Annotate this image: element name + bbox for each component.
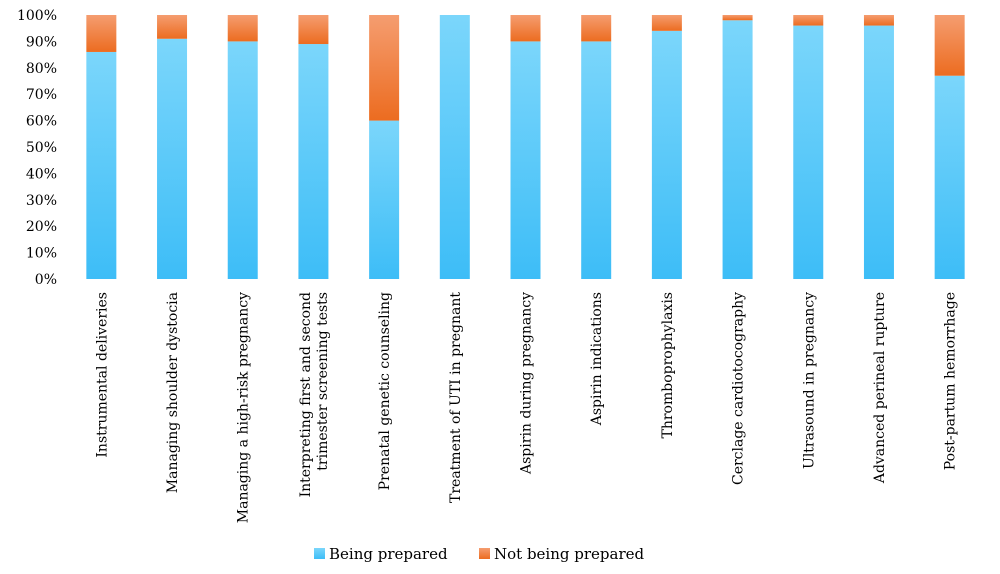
bar-being-prepared: [863, 25, 894, 280]
bar-not-being-prepared: [369, 15, 400, 121]
y-tick-label: 80%: [26, 61, 57, 77]
bar-not-being-prepared: [863, 15, 894, 26]
x-category-label-line: Managing a high-risk pregnancy: [236, 292, 252, 523]
bar-being-prepared: [651, 30, 682, 280]
bar-not-being-prepared: [651, 15, 682, 31]
x-category-label-line: Treatment of UTI in pregnant: [448, 292, 464, 503]
bar-being-prepared: [934, 75, 965, 279]
y-axis: 0% 10% 20% 30% 40% 50% 60% 70% 80% 90% 100%: [17, 8, 57, 288]
bar-being-prepared: [227, 41, 258, 280]
x-category-label-line: Aspirin indications: [589, 292, 605, 426]
x-category-label: Cerclage cardiotocography: [731, 292, 747, 485]
x-category-label-line: Thromboprophylaxis: [660, 292, 676, 439]
x-category-label-line: Post-partum hemorrhage: [943, 292, 959, 470]
y-tick-label: 0%: [35, 272, 57, 288]
legend-swatch: [479, 548, 490, 559]
x-category-label: Instrumental deliveries: [94, 292, 110, 458]
x-category-label: Thromboprophylaxis: [660, 292, 676, 439]
bar-not-being-prepared: [86, 15, 117, 52]
x-category-label-line: Cerclage cardiotocography: [731, 292, 747, 485]
y-tick-label: 20%: [26, 219, 57, 235]
bar-not-being-prepared: [510, 15, 541, 42]
x-category-label-line: trimester screening tests: [315, 292, 331, 471]
x-category-label: Aspirin indications: [589, 292, 605, 426]
bar-not-being-prepared: [581, 15, 612, 42]
bar-not-being-prepared: [227, 15, 258, 42]
x-category-label: Aspirin during pregnancy: [519, 292, 535, 475]
bar-being-prepared: [581, 41, 612, 280]
bar-being-prepared: [157, 38, 188, 280]
x-category-label: Prenatal genetic counseling: [377, 292, 393, 490]
y-tick-label: 70%: [26, 87, 57, 103]
bars-group: [86, 15, 965, 280]
bar-being-prepared: [439, 15, 470, 279]
x-axis-labels: Instrumental deliveries Managing shoulder…: [94, 292, 958, 524]
bar-being-prepared: [793, 25, 824, 280]
y-tick-label: 40%: [26, 166, 57, 182]
y-tick-label: 60%: [26, 114, 57, 130]
x-category-label-line: Advanced perineal rupture: [872, 292, 888, 484]
legend-not-being-prepared: Not being prepared: [479, 545, 645, 563]
x-category-label-line: Managing shoulder dystocia: [165, 292, 181, 493]
x-category-label-line: Aspirin during pregnancy: [519, 292, 535, 475]
bar-not-being-prepared: [934, 15, 965, 76]
legend-label: Not being prepared: [494, 545, 645, 563]
x-category-label: Ultrasound in pregnancy: [801, 292, 817, 469]
bar-being-prepared: [510, 41, 541, 280]
bar-being-prepared: [369, 120, 400, 279]
bar-not-being-prepared: [298, 15, 329, 45]
x-category-label: Managing shoulder dystocia: [165, 292, 181, 493]
y-tick-label: 90%: [26, 34, 57, 50]
bar-being-prepared: [298, 44, 329, 279]
bar-not-being-prepared: [793, 15, 824, 26]
bar-being-prepared: [86, 51, 117, 280]
y-tick-label: 30%: [26, 193, 57, 209]
x-category-label: Managing a high-risk pregnancy: [236, 292, 252, 523]
legend-swatch: [314, 548, 325, 559]
x-category-label-line: Interpreting first and second: [298, 292, 314, 497]
x-category-label: Treatment of UTI in pregnant: [448, 292, 464, 503]
y-tick-label: 10%: [26, 246, 57, 262]
legend-being-prepared: Being prepared: [314, 545, 448, 563]
y-tick-label: 100%: [17, 8, 57, 24]
x-category-label-line: Instrumental deliveries: [94, 292, 110, 458]
x-category-label: Interpreting first and second trimester s…: [298, 292, 331, 497]
legend: Being prepared Not being prepared: [314, 545, 645, 563]
legend-label: Being prepared: [329, 545, 448, 563]
x-category-label: Post-partum hemorrhage: [943, 292, 959, 470]
bar-being-prepared: [722, 20, 753, 280]
bar-not-being-prepared: [722, 15, 753, 21]
x-category-label: Advanced perineal rupture: [872, 292, 888, 484]
x-category-label-line: Prenatal genetic counseling: [377, 292, 393, 490]
x-category-label-line: Ultrasound in pregnancy: [801, 292, 817, 469]
y-tick-label: 50%: [26, 140, 57, 156]
bar-not-being-prepared: [157, 15, 188, 39]
